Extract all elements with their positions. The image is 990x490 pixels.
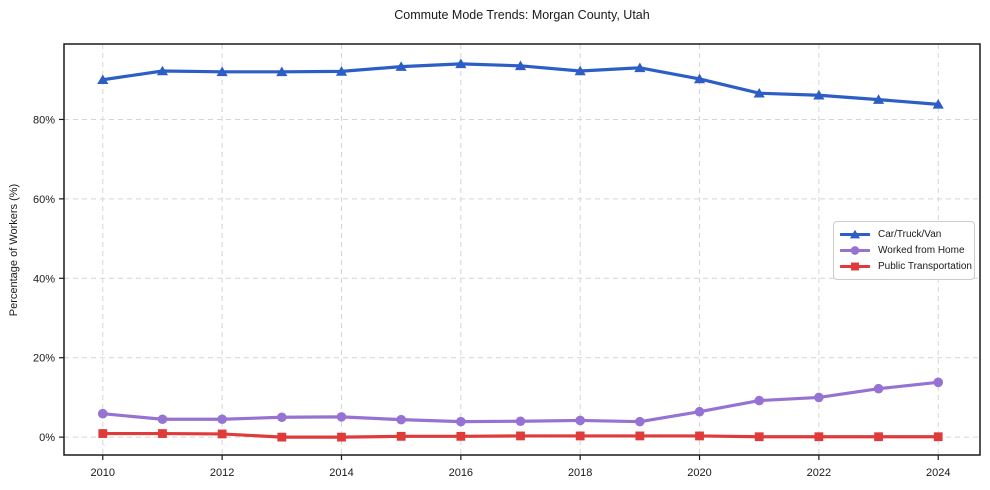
- data-point-marker: [455, 58, 467, 69]
- data-point-marker: [693, 73, 706, 84]
- data-point-marker: [634, 62, 646, 73]
- data-point-marker: [514, 60, 527, 71]
- data-point-marker: [456, 431, 466, 441]
- data-point-marker: [814, 392, 824, 403]
- data-point-marker: [277, 432, 287, 442]
- data-point-marker: [158, 429, 167, 438]
- data-point-marker: [456, 416, 466, 427]
- legend: Car/Truck/Van Worked from Home Public Tr…: [833, 221, 975, 280]
- data-point-marker: [98, 429, 108, 438]
- data-point-marker: [156, 65, 169, 76]
- y-tick-label: 20%: [33, 353, 55, 365]
- data-point-marker: [851, 262, 859, 271]
- legend-item-car-truck-van: Car/Truck/Van: [840, 228, 966, 241]
- data-point-marker: [157, 414, 168, 425]
- data-point-marker: [574, 65, 586, 76]
- data-point-marker: [873, 383, 884, 394]
- data-point-marker: [754, 432, 764, 442]
- series-line-worked-from-home: [101, 380, 940, 424]
- series-public-transportation: [98, 429, 943, 442]
- data-point-marker: [277, 412, 287, 423]
- legend-label-car-truck-van: Car/Truck/Van: [878, 229, 942, 240]
- x-tick-label: 2022: [807, 467, 831, 479]
- data-point-marker: [872, 94, 885, 104]
- data-point-marker: [635, 416, 645, 427]
- y-tick-label: 60%: [33, 194, 55, 206]
- data-point-marker: [97, 74, 109, 85]
- data-point-marker: [515, 416, 526, 427]
- series-worked-from-home: [97, 377, 944, 427]
- data-point-marker: [753, 87, 765, 98]
- x-tick-label: 2020: [687, 467, 711, 479]
- legend-item-worked-from-home: Worked from Home: [840, 244, 966, 257]
- x-tick-label: 2018: [568, 467, 592, 479]
- y-tick-label: 40%: [33, 273, 55, 285]
- data-point-marker: [575, 415, 585, 426]
- legend-item-public-transportation: Public Transportation: [840, 260, 972, 273]
- y-tick-label: 80%: [33, 114, 55, 126]
- data-point-marker: [933, 432, 943, 442]
- y-tick-label: 0%: [39, 432, 55, 444]
- x-tick-label: 2014: [329, 467, 353, 479]
- data-point-marker: [216, 66, 228, 77]
- x-tick-label: 2010: [91, 467, 115, 479]
- circle-marker-icon: [840, 246, 870, 255]
- data-point-marker: [932, 99, 944, 109]
- x-tick-label: 2024: [926, 467, 950, 479]
- square-marker-icon: [840, 262, 870, 271]
- data-point-marker: [695, 431, 704, 441]
- data-point-marker: [335, 66, 348, 76]
- data-point-marker: [933, 377, 944, 388]
- data-point-marker: [813, 89, 825, 100]
- data-point-marker: [336, 412, 347, 422]
- data-point-marker: [395, 61, 407, 71]
- legend-label-public-transportation: Public Transportation: [878, 261, 972, 272]
- axis-ticks: 2010 2012 2014 2016 2018 2020 2022 2024 0% 20% 40%…: [33, 114, 951, 479]
- data-point-marker: [396, 431, 406, 441]
- x-tick-label: 2016: [449, 467, 473, 479]
- data-point-marker: [97, 408, 108, 419]
- data-point-marker: [516, 431, 525, 441]
- triangle-marker-icon: [840, 229, 870, 239]
- data-point-marker: [337, 432, 346, 442]
- data-point-marker: [217, 414, 227, 425]
- data-point-marker: [694, 406, 705, 417]
- data-point-marker: [850, 246, 860, 255]
- data-point-marker: [874, 432, 883, 442]
- data-point-marker: [754, 395, 765, 406]
- legend-label-worked-from-home: Worked from Home: [878, 245, 965, 256]
- data-point-marker: [814, 432, 824, 442]
- data-point-marker: [217, 429, 227, 439]
- chart-title: Commute Mode Trends: Morgan County, Utah: [394, 8, 650, 22]
- data-point-marker: [849, 229, 861, 239]
- x-tick-label: 2012: [210, 467, 234, 479]
- data-point-marker: [276, 66, 288, 77]
- data-point-marker: [575, 431, 585, 441]
- data-point-marker: [396, 414, 406, 425]
- data-point-marker: [635, 431, 645, 441]
- series-car-truck-van: [97, 58, 944, 109]
- plot-frame: [63, 43, 981, 456]
